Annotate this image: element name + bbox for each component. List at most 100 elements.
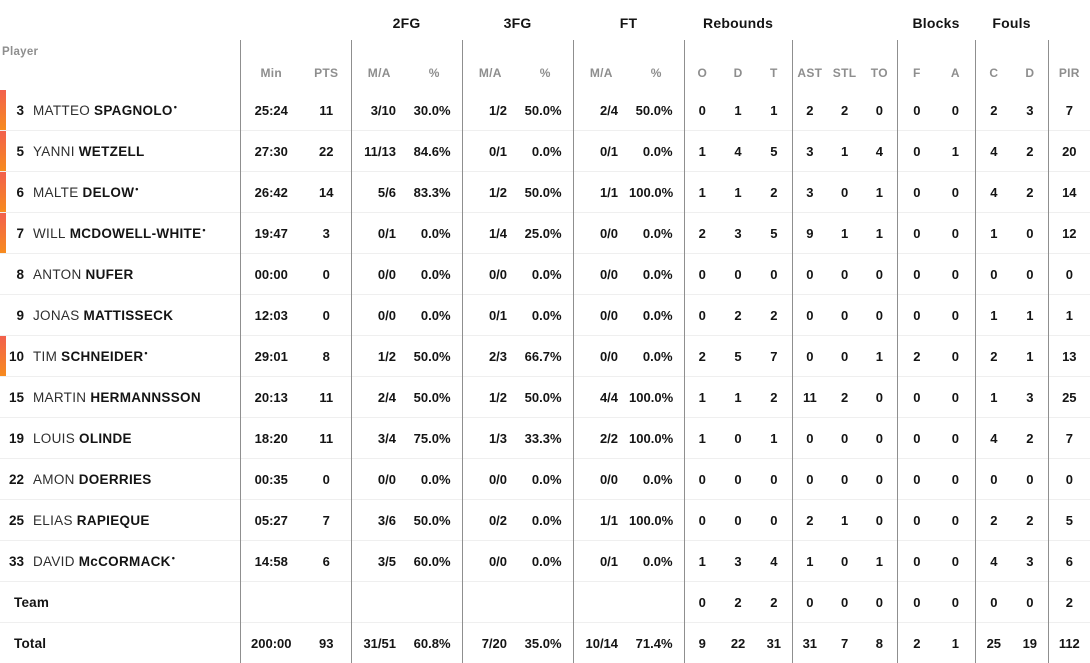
stat-cell-min: 20:13 [240, 377, 302, 418]
stat-cell-pir: 7 [1048, 90, 1090, 131]
stat-cell-to: 0 [862, 90, 897, 131]
stat-cell-ft-ma: 0/0 [573, 295, 629, 336]
stat-cell-foul-c: 1 [975, 377, 1012, 418]
column-header-fg2-pct: % [407, 40, 462, 90]
stat-cell-pir: 20 [1048, 131, 1090, 172]
stat-cell-pir: 6 [1048, 541, 1090, 582]
on-court-indicator [0, 213, 6, 253]
stat-cell-blk-a: 0 [936, 500, 975, 541]
stat-cell-ft-ma: 0/0 [573, 213, 629, 254]
stat-cell-blk-a: 1 [936, 131, 975, 172]
stat-cell-pts: 14 [302, 172, 351, 213]
stat-cell-to: 1 [862, 172, 897, 213]
stat-cell-reb-t: 1 [756, 90, 792, 131]
stat-cell-foul-d: 0 [1012, 213, 1048, 254]
stat-cell-reb-t: 0 [756, 254, 792, 295]
stat-cell-to: 1 [862, 541, 897, 582]
stat-cell-pir: 12 [1048, 213, 1090, 254]
stat-cell-ft-ma: 2/2 [573, 418, 629, 459]
stat-cell-stl: 2 [827, 90, 862, 131]
stat-cell-foul-c: 2 [975, 500, 1012, 541]
player-first-name: YANNI [33, 144, 75, 159]
stat-cell-blk-f: 0 [897, 131, 936, 172]
stat-cell-ft-ma: 1/1 [573, 172, 629, 213]
stat-cell-fg3-ma: 0/0 [462, 459, 518, 500]
stat-cell-blk-f: 0 [897, 295, 936, 336]
stat-cell-reb-o: 1 [684, 377, 720, 418]
stat-cell-ft-pct: 0.0% [629, 213, 684, 254]
on-court-indicator [0, 90, 6, 130]
stat-cell-blk-f: 0 [897, 418, 936, 459]
column-header-foul-c: C [975, 40, 1012, 90]
stat-cell-blk-a: 0 [936, 377, 975, 418]
stat-cell-pts: 8 [302, 336, 351, 377]
stat-cell-foul-c: 1 [975, 295, 1012, 336]
stat-cell-blk-f: 2 [897, 336, 936, 377]
stat-cell-to: 1 [862, 213, 897, 254]
stat-cell-ft-pct: 100.0% [629, 172, 684, 213]
column-header-reb-t: T [756, 40, 792, 90]
stat-cell-ast: 2 [792, 90, 827, 131]
stat-cell-reb-d: 3 [720, 541, 756, 582]
stat-cell-fg2-pct: 0.0% [407, 295, 462, 336]
stat-cell-blk-f: 0 [897, 254, 936, 295]
stat-cell-reb-o: 1 [684, 131, 720, 172]
stat-cell-fg3-pct: 33.3% [518, 418, 573, 459]
stat-cell-reb-o: 0 [684, 295, 720, 336]
stat-cell-fg3-ma: 1/2 [462, 377, 518, 418]
stat-cell-stl: 1 [827, 131, 862, 172]
stat-cell-reb-t: 5 [756, 213, 792, 254]
stat-cell-ast: 1 [792, 541, 827, 582]
stat-cell-foul-c: 0 [975, 254, 1012, 295]
stat-cell-blk-f: 0 [897, 172, 936, 213]
stat-cell-reb-d: 4 [720, 131, 756, 172]
stat-cell-reb-o: 1 [684, 541, 720, 582]
stat-cell-foul-d: 2 [1012, 131, 1048, 172]
team-cell-fg3-ma [462, 582, 518, 623]
team-cell-reb-t: 2 [756, 582, 792, 623]
stat-cell-ast: 0 [792, 254, 827, 295]
stat-cell-stl: 0 [827, 172, 862, 213]
stat-cell-stl: 0 [827, 336, 862, 377]
team-cell-foul-c: 0 [975, 582, 1012, 623]
stat-cell-reb-o: 2 [684, 213, 720, 254]
stat-cell-pts: 11 [302, 418, 351, 459]
stat-cell-reb-d: 0 [720, 500, 756, 541]
stat-cell-ast: 0 [792, 418, 827, 459]
stat-cell-min: 18:20 [240, 418, 302, 459]
stat-cell-pts: 0 [302, 254, 351, 295]
stat-cell-fg2-pct: 0.0% [407, 213, 462, 254]
stat-cell-ast: 9 [792, 213, 827, 254]
stat-cell-fg3-pct: 50.0% [518, 90, 573, 131]
stat-cell-fg3-pct: 0.0% [518, 295, 573, 336]
stat-cell-pir: 14 [1048, 172, 1090, 213]
starter-mark: • [172, 553, 175, 563]
stat-cell-fg3-pct: 0.0% [518, 459, 573, 500]
column-header-reb-o: O [684, 40, 720, 90]
starter-mark: • [174, 102, 177, 112]
stat-cell-pir: 7 [1048, 418, 1090, 459]
stat-cell-reb-d: 1 [720, 172, 756, 213]
column-header-to: TO [862, 40, 897, 90]
stat-cell-blk-a: 0 [936, 295, 975, 336]
group-header-spacer [792, 0, 897, 40]
stat-cell-reb-d: 1 [720, 90, 756, 131]
stat-cell-pts: 6 [302, 541, 351, 582]
jersey-number: 8 [0, 267, 24, 282]
stat-cell-ft-pct: 100.0% [629, 418, 684, 459]
stat-cell-to: 0 [862, 254, 897, 295]
stat-cell-blk-f: 0 [897, 90, 936, 131]
column-header-blk-f: F [897, 40, 936, 90]
stat-cell-reb-d: 0 [720, 418, 756, 459]
